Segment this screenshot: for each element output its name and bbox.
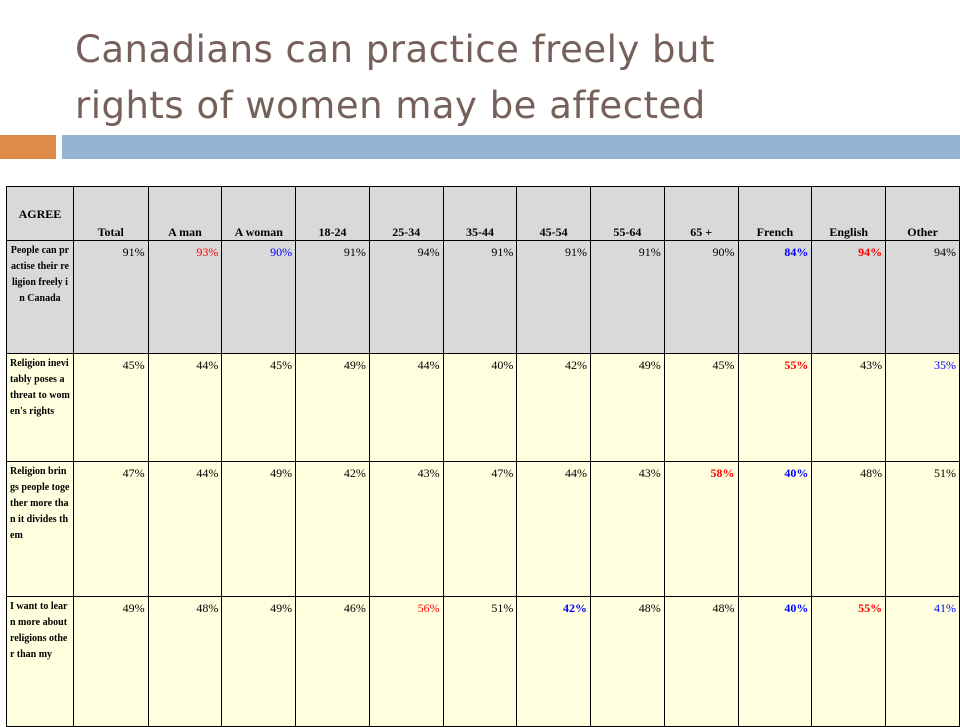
accent-bar-blue xyxy=(62,135,960,159)
table-cell: 42% xyxy=(295,461,370,597)
table-cell: 91% xyxy=(590,240,665,354)
table-cell: 35% xyxy=(885,353,960,462)
slide-title-line-1: Canadians can practice freely but xyxy=(75,28,715,71)
table-cell: 43% xyxy=(590,461,665,597)
column-header: 55-64 xyxy=(590,186,665,241)
table-cell: 91% xyxy=(516,240,592,354)
table-row: Religion brings people together more tha… xyxy=(6,461,960,597)
column-header: A man xyxy=(147,186,223,241)
table-cell: 44% xyxy=(147,353,223,462)
table-cell: 48% xyxy=(811,461,887,597)
row-label: Religion brings people together more tha… xyxy=(6,461,74,597)
table-header-row: AGREE Total A man A woman 18-24 25-34 35… xyxy=(6,186,960,241)
column-header: 25-34 xyxy=(368,186,444,241)
table-cell: 40% xyxy=(737,596,813,727)
table-cell: 55% xyxy=(737,353,813,462)
table-cell: 43% xyxy=(368,461,444,597)
column-header: 45-54 xyxy=(516,186,592,241)
accent-bar-orange xyxy=(0,135,56,159)
table-cell: 58% xyxy=(663,461,739,597)
table-cell: 94% xyxy=(885,240,960,354)
table-cell: 41% xyxy=(885,596,960,727)
column-header: Total xyxy=(72,186,149,241)
table-cell: 93% xyxy=(147,240,223,354)
row-label: Religion inevitably poses a threat to wo… xyxy=(6,353,74,462)
column-header: 18-24 xyxy=(295,186,370,241)
column-header: A woman xyxy=(221,186,297,241)
table-row: I want to learn more about religions oth… xyxy=(6,596,960,727)
table-cell: 49% xyxy=(221,596,297,727)
table-cell: 49% xyxy=(295,353,370,462)
table-cell: 44% xyxy=(516,461,592,597)
table-cell: 48% xyxy=(590,596,665,727)
survey-results-table: AGREE Total A man A woman 18-24 25-34 35… xyxy=(6,186,960,727)
column-header: English xyxy=(811,186,887,241)
table-cell: 51% xyxy=(442,596,518,727)
table-cell: 91% xyxy=(295,240,370,354)
table-cell: 45% xyxy=(72,353,149,462)
table-cell: 51% xyxy=(885,461,960,597)
table-cell: 90% xyxy=(221,240,297,354)
slide-title: Canadians can practice freely but rights… xyxy=(75,22,935,134)
table-cell: 40% xyxy=(737,461,813,597)
column-header: French xyxy=(737,186,813,241)
column-header: Other xyxy=(885,186,960,241)
table-cell: 49% xyxy=(590,353,665,462)
table-cell: 44% xyxy=(147,461,223,597)
table-cell: 94% xyxy=(811,240,887,354)
table-cell: 43% xyxy=(811,353,887,462)
slide-title-line-2: rights of women may be affected xyxy=(75,84,706,127)
table-cell: 42% xyxy=(516,353,592,462)
table-row: Religion inevitably poses a threat to wo… xyxy=(6,353,960,462)
column-header: 35-44 xyxy=(442,186,518,241)
table-cell: 91% xyxy=(72,240,149,354)
table-cell: 49% xyxy=(72,596,149,727)
table-cell: 40% xyxy=(442,353,518,462)
table-cell: 48% xyxy=(147,596,223,727)
column-header: 65 + xyxy=(663,186,739,241)
table-cell: 45% xyxy=(221,353,297,462)
table-cell: 44% xyxy=(368,353,444,462)
table-cell: 55% xyxy=(811,596,887,727)
table-cell: 42% xyxy=(516,596,592,727)
table-cell: 91% xyxy=(442,240,518,354)
table-cell: 47% xyxy=(72,461,149,597)
row-label: People can practise their religion freel… xyxy=(6,240,74,354)
table-cell: 84% xyxy=(737,240,813,354)
table-cell: 56% xyxy=(368,596,444,727)
header-corner-cell: AGREE xyxy=(6,186,74,241)
row-label: I want to learn more about religions oth… xyxy=(6,596,74,727)
table-cell: 49% xyxy=(221,461,297,597)
table-cell: 94% xyxy=(368,240,444,354)
table-cell: 48% xyxy=(663,596,739,727)
table-cell: 46% xyxy=(295,596,370,727)
table-cell: 90% xyxy=(663,240,739,354)
table-row: People can practise their religion freel… xyxy=(6,240,960,354)
table-cell: 47% xyxy=(442,461,518,597)
table-cell: 45% xyxy=(663,353,739,462)
